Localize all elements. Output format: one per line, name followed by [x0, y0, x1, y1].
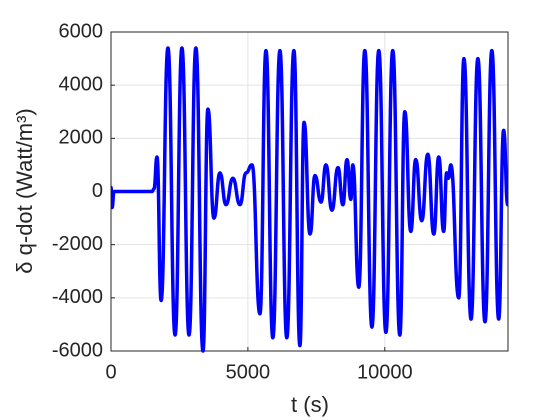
data-line [111, 46, 508, 353]
y-tick-label: -2000 [52, 233, 103, 255]
x-tick-label: 5000 [226, 361, 271, 383]
y-tick-label: 0 [92, 180, 103, 202]
y-axis-label: δ q-dot (Watt/m³) [12, 108, 37, 273]
y-tick-label: 6000 [59, 20, 104, 42]
y-tick-label: -6000 [52, 339, 103, 361]
x-axis-label: t (s) [291, 392, 329, 417]
x-tick-label: 0 [105, 361, 116, 383]
y-tick-label: 4000 [59, 73, 104, 95]
y-tick-label: -4000 [52, 286, 103, 308]
x-tick-label: 10000 [357, 361, 413, 383]
y-tick-label: 2000 [59, 127, 104, 149]
